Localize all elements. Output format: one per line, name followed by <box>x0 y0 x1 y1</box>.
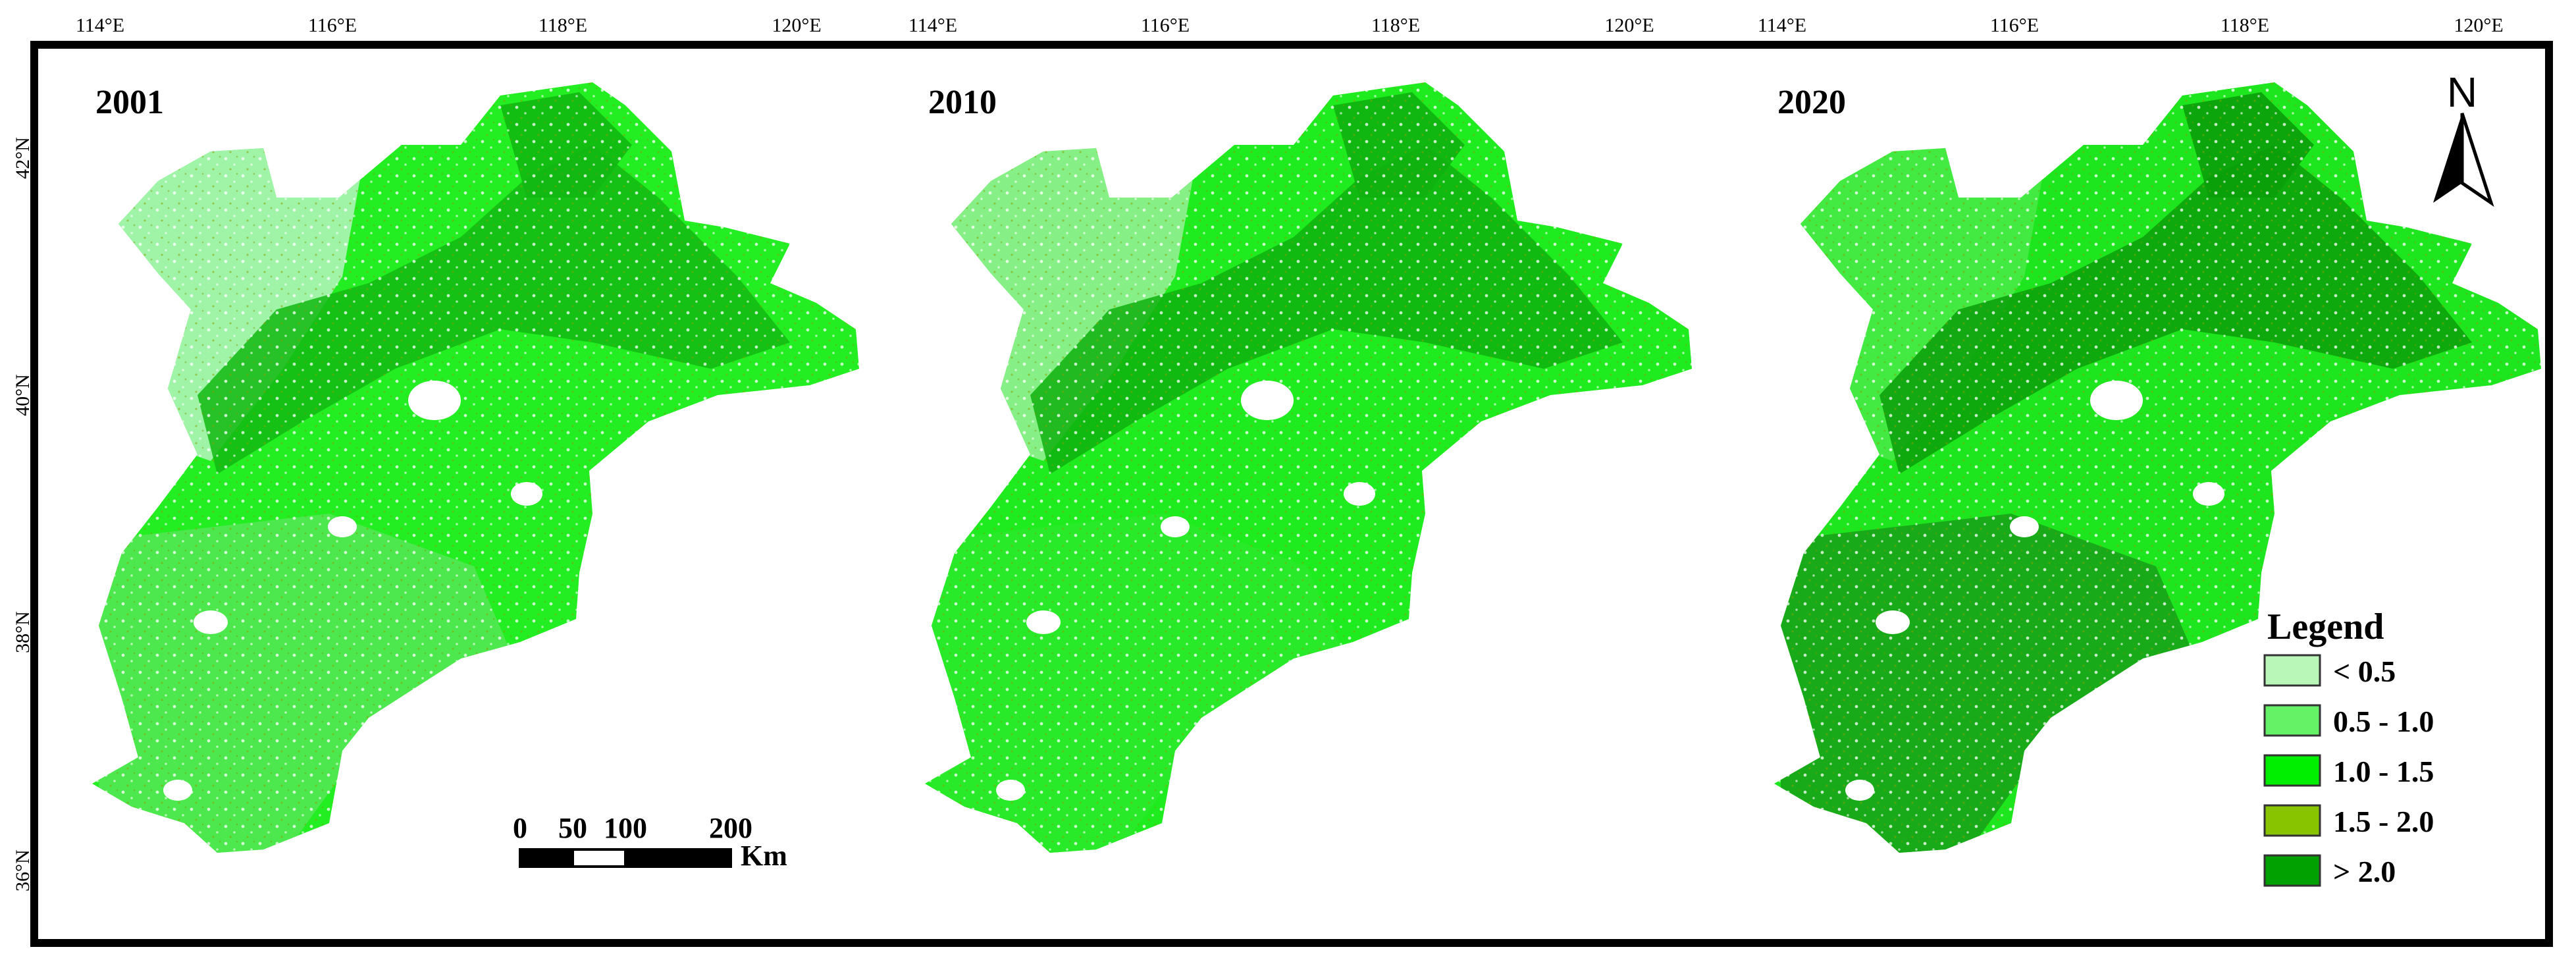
legend: Legend < 0.5 0.5 - 1.0 1.0 - 1.5 1.5 - 2.0 >… <box>2263 606 2434 888</box>
map-panels: 114°E 116°E 118°E 120°E36°N38°N40°N42°N2001… <box>12 14 2541 892</box>
latitude-label: 38°N <box>12 611 34 653</box>
longitude-label: 118°E <box>2221 14 2269 36</box>
latitude-label: 42°N <box>12 137 34 179</box>
scale-tick-200: 200 <box>709 812 752 844</box>
scale-tick-100: 100 <box>604 812 647 844</box>
legend-swatch <box>2263 804 2321 837</box>
map-panel-1: 114°E 116°E 118°E 120°E 2010 <box>908 14 1692 853</box>
latitude-label: 36°N <box>12 849 34 892</box>
scale-tick-50: 50 <box>558 812 587 844</box>
latitude-label: 40°N <box>12 374 34 416</box>
scale-bar-segment-0-50 <box>519 848 574 868</box>
legend-title: Legend <box>2267 606 2384 647</box>
scale-bar-segment-50-100 <box>571 848 627 868</box>
longitude-label: 114°E <box>76 14 124 36</box>
legend-swatch <box>2263 654 2321 687</box>
longitude-label: 120°E <box>772 14 821 36</box>
legend-label: 1.0 - 1.5 <box>2333 755 2434 788</box>
legend-label: 0.5 - 1.0 <box>2333 705 2434 738</box>
north-arrow: N <box>2433 68 2494 207</box>
north-arrow-label: N <box>2447 68 2477 116</box>
legend-label: > 2.0 <box>2333 855 2396 888</box>
year-label: 2020 <box>1777 84 1846 121</box>
map-panel-0: 114°E 116°E 118°E 120°E 36°N 38°N 40°N 42°N 2001 <box>12 14 859 892</box>
longitude-label: 118°E <box>1371 14 1420 36</box>
region-map <box>925 82 1692 853</box>
legend-swatch <box>2263 754 2321 787</box>
year-label: 2010 <box>928 84 997 121</box>
region-map <box>92 82 859 853</box>
scale-bar: 0 50 100 200 Km <box>513 812 787 872</box>
longitude-label: 114°E <box>1758 14 1806 36</box>
scale-bar-segment-100-200 <box>624 848 732 868</box>
scale-tick-0: 0 <box>513 812 527 844</box>
longitude-label: 116°E <box>1990 14 2039 36</box>
longitude-label: 120°E <box>1604 14 1654 36</box>
figure-frame <box>30 41 2553 947</box>
legend-swatch <box>2263 704 2321 737</box>
longitude-label: 116°E <box>308 14 357 36</box>
longitude-label: 120°E <box>2454 14 2503 36</box>
legend-label: 1.5 - 2.0 <box>2333 805 2434 838</box>
longitude-label: 114°E <box>908 14 957 36</box>
legend-swatch <box>2263 854 2321 887</box>
legend-label: < 0.5 <box>2333 655 2396 688</box>
longitude-label: 116°E <box>1141 14 1190 36</box>
map-panel-2: 114°E 116°E 118°E 120°E 2020 <box>1758 14 2541 853</box>
scale-unit: Km <box>741 840 787 872</box>
year-label: 2001 <box>95 84 164 121</box>
longitude-label: 118°E <box>539 14 587 36</box>
north-arrow-icon <box>2433 113 2462 203</box>
